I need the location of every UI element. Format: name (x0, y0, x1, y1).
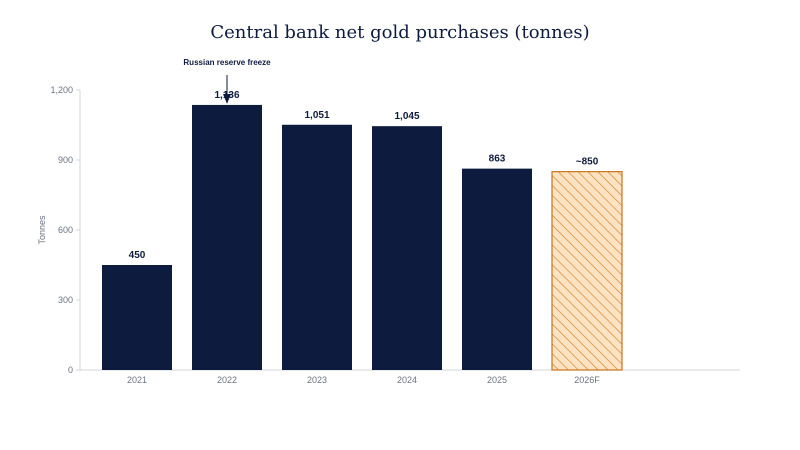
bar-2023 (282, 124, 352, 371)
x-tick-label-2023: 2023 (307, 375, 327, 385)
data-label-2024: 1,045 (394, 111, 419, 122)
data-label-2023: 1,051 (304, 110, 329, 121)
bars (102, 104, 623, 371)
x-tick-label-2024: 2024 (397, 375, 417, 385)
y-tick-label: 600 (58, 225, 73, 235)
x-tick-label-2022: 2022 (217, 375, 237, 385)
y-tick-label: 900 (58, 155, 73, 165)
bar-2025 (462, 168, 532, 370)
bar-forecast-2026F (551, 171, 623, 371)
y-tick-label: 300 (58, 295, 73, 305)
y-axis: Tonnes 0 300 600 900 1,200 (37, 85, 81, 375)
y-tick-label: 1,200 (50, 85, 73, 95)
annotation-russian-reserve-freeze: Russian reserve freeze (183, 58, 271, 67)
x-axis: 2021 2022 2023 2024 2025 2026F (80, 369, 740, 385)
bar-2022 (192, 104, 262, 370)
annotation: Russian reserve freeze (183, 58, 271, 104)
data-label-2025: 863 (489, 154, 506, 165)
y-axis-label: Tonnes (37, 215, 47, 245)
x-tick-label-2021: 2021 (127, 375, 147, 385)
bar-2024 (372, 126, 442, 371)
x-tick-label-2026F: 2026F (574, 375, 600, 385)
y-tick-label: 0 (68, 365, 73, 375)
bar-2021 (102, 265, 172, 370)
data-label-2021: 450 (129, 250, 146, 261)
data-label-2026F: ~850 (576, 157, 599, 168)
chart-title: Central bank net gold purchases (tonnes) (210, 22, 589, 43)
x-tick-label-2025: 2025 (487, 375, 507, 385)
